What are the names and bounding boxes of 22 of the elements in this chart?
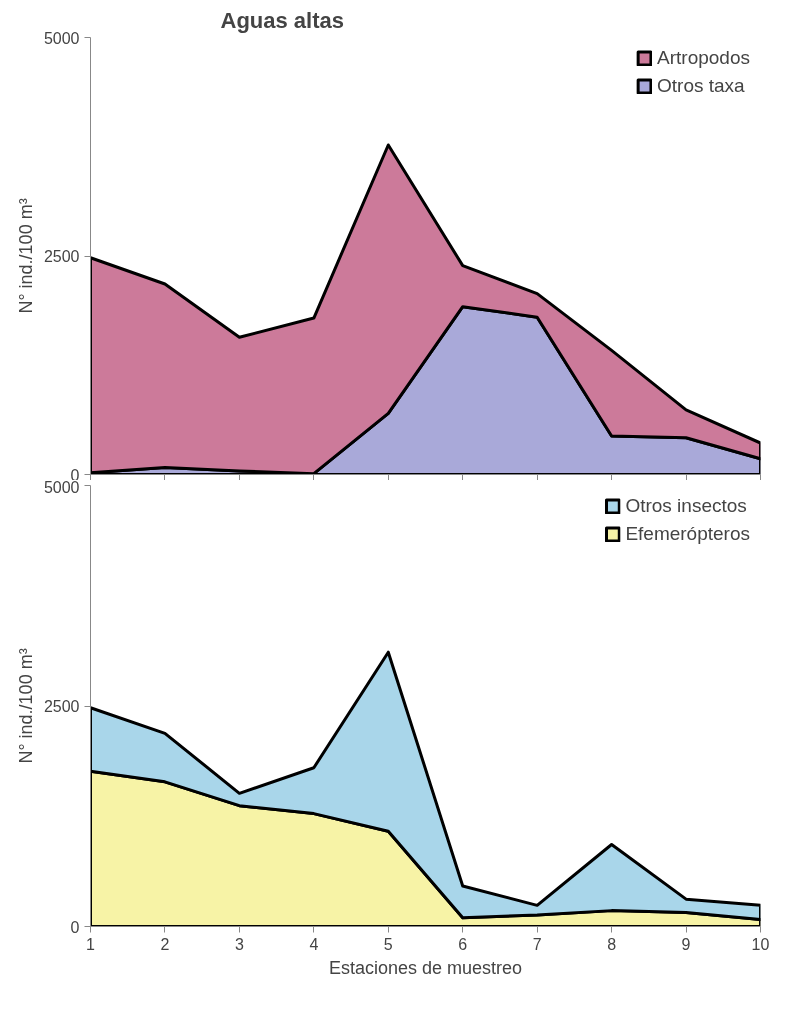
legend-label: Otros taxa bbox=[657, 75, 745, 97]
x-tick-label: 2 bbox=[160, 935, 170, 953]
y-tick-label: 0 bbox=[70, 918, 80, 936]
y-tick-label: 2500 bbox=[43, 248, 80, 265]
x-tick-label: 6 bbox=[458, 935, 468, 953]
legend-label: Efemerópteros bbox=[625, 523, 750, 545]
x-tick-label: 7 bbox=[532, 935, 542, 953]
x-tick-label: 10 bbox=[751, 935, 770, 953]
x-axis-title: Estaciones de muestreo bbox=[328, 957, 523, 978]
y-axis-title: N° ind./100 m³ bbox=[15, 198, 36, 314]
x-tick-label: 1 bbox=[86, 935, 96, 953]
x-tick-label: 9 bbox=[681, 935, 691, 953]
chart-title: Aguas altas bbox=[220, 7, 344, 33]
y-tick-label: 5000 bbox=[43, 29, 80, 47]
x-tick-label: 3 bbox=[234, 935, 244, 953]
x-tick-label: 8 bbox=[607, 935, 617, 953]
legend-label: Artropodos bbox=[657, 47, 750, 69]
x-tick-label: 5 bbox=[383, 935, 393, 953]
legend-label: Otros insectos bbox=[625, 495, 747, 517]
y-axis-title: N° ind./100 m³ bbox=[15, 648, 36, 764]
x-tick-label: 4 bbox=[309, 935, 319, 953]
y-tick-label: 2500 bbox=[43, 698, 80, 715]
